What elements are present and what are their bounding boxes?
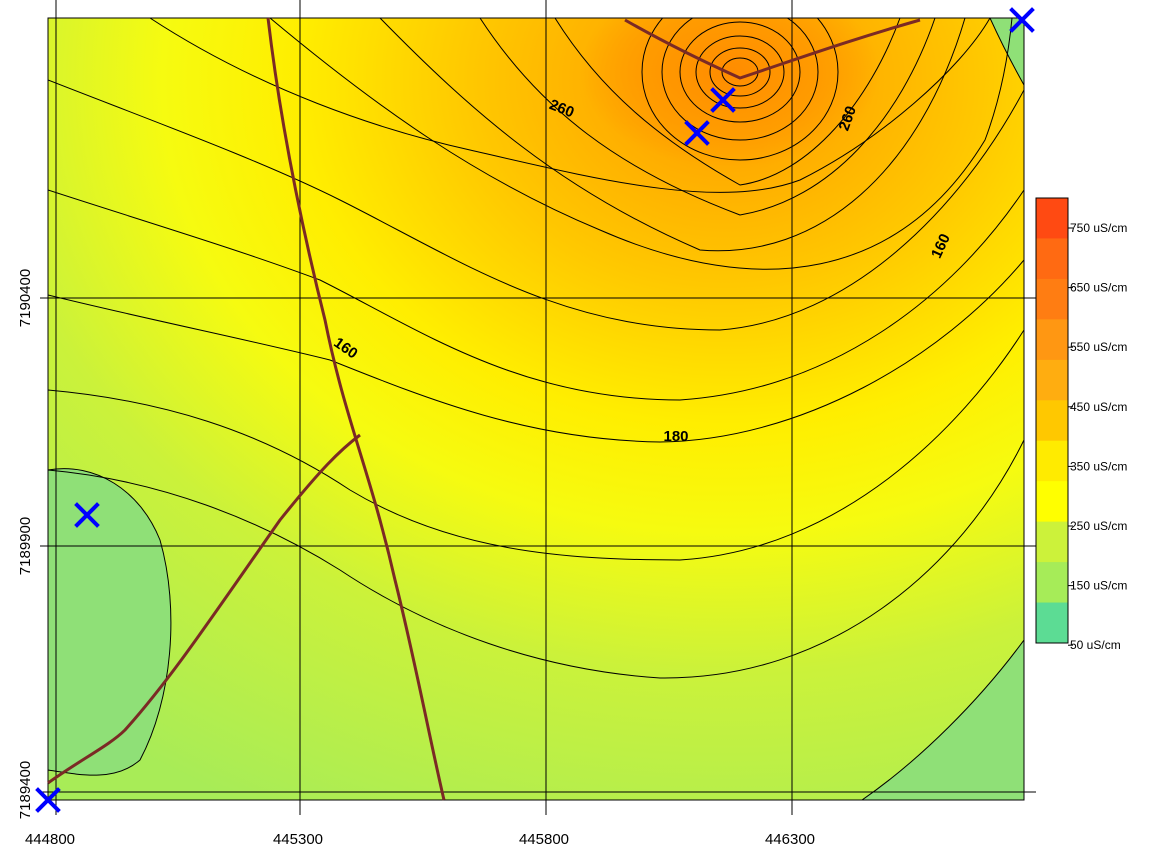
contour-line — [269, 18, 1013, 270]
contour-line — [379, 18, 966, 252]
legend-band — [1036, 319, 1068, 361]
legend-band — [1036, 521, 1068, 563]
sample-point-marker — [684, 120, 710, 146]
contour-line — [989, 18, 1024, 86]
x-tick-label: 446300 — [765, 831, 815, 848]
roads — [47, 17, 921, 801]
legend-band — [1036, 278, 1068, 320]
contour-line — [861, 639, 1024, 800]
sample-point-marker — [710, 87, 736, 113]
contour-line — [48, 259, 1024, 443]
legend-ticks — [1068, 227, 1073, 646]
legend-label: 350 uS/cm — [1070, 459, 1127, 473]
y-axis: 7190400 7189900 7189400 — [17, 269, 34, 819]
x-tick-label: 445800 — [519, 831, 569, 848]
sample-point-marker — [74, 502, 100, 528]
legend-band — [1036, 359, 1068, 401]
legend-band — [1036, 400, 1068, 442]
y-tick-label: 7189400 — [17, 761, 34, 819]
road-north-south — [266, 17, 446, 801]
legend-border — [1035, 197, 1069, 644]
legend-label: 550 uS/cm — [1070, 340, 1127, 354]
contour-line — [48, 329, 1024, 561]
contour-line — [149, 18, 991, 193]
x-axis: 444800 445300 445800 446300 — [25, 831, 815, 848]
contour-line — [709, 47, 771, 97]
sample-point-marker — [1009, 7, 1035, 33]
legend-label: 650 uS/cm — [1070, 281, 1127, 295]
contour-line — [48, 468, 172, 776]
legend-labels: 750 uS/cm 650 uS/cm 550 uS/cm 450 uS/cm 350 … — [1070, 221, 1127, 652]
contour-line — [695, 35, 785, 109]
grid-lines — [40, 0, 1036, 815]
plot-border — [47, 17, 1025, 801]
legend-label: 150 uS/cm — [1070, 579, 1127, 593]
contour-line — [554, 18, 901, 186]
x-tick-label: 445300 — [273, 831, 323, 848]
road-northeast — [624, 18, 921, 80]
contour-line — [641, 18, 839, 161]
legend-label: 450 uS/cm — [1070, 400, 1127, 414]
legend-band — [1036, 602, 1068, 644]
legend-band — [1036, 238, 1068, 280]
y-tick-label: 7190400 — [17, 269, 34, 327]
legend-band — [1036, 198, 1068, 239]
contour-fill — [48, 18, 1024, 800]
legend-label: 750 uS/cm — [1070, 221, 1127, 235]
y-tick-label: 7189900 — [17, 517, 34, 575]
x-tick-label: 444800 — [25, 831, 75, 848]
contour-line — [679, 21, 801, 123]
legend-color-bar — [1036, 198, 1068, 644]
legend-band — [1036, 481, 1068, 523]
legend-label: 250 uS/cm — [1070, 519, 1127, 533]
legend-band — [1036, 440, 1068, 482]
road-southwest — [47, 433, 361, 785]
contour-line — [48, 189, 1024, 401]
legend-label: 50 uS/cm — [1070, 638, 1121, 652]
sample-point-marker — [35, 787, 61, 813]
color-legend: 750 uS/cm 650 uS/cm 550 uS/cm 450 uS/cm 350 … — [1035, 197, 1127, 652]
contour-line — [48, 439, 1024, 679]
contour-line — [479, 18, 936, 216]
sample-points — [35, 7, 1035, 813]
contour-label: 180 — [663, 428, 688, 445]
legend-band — [1036, 562, 1068, 604]
